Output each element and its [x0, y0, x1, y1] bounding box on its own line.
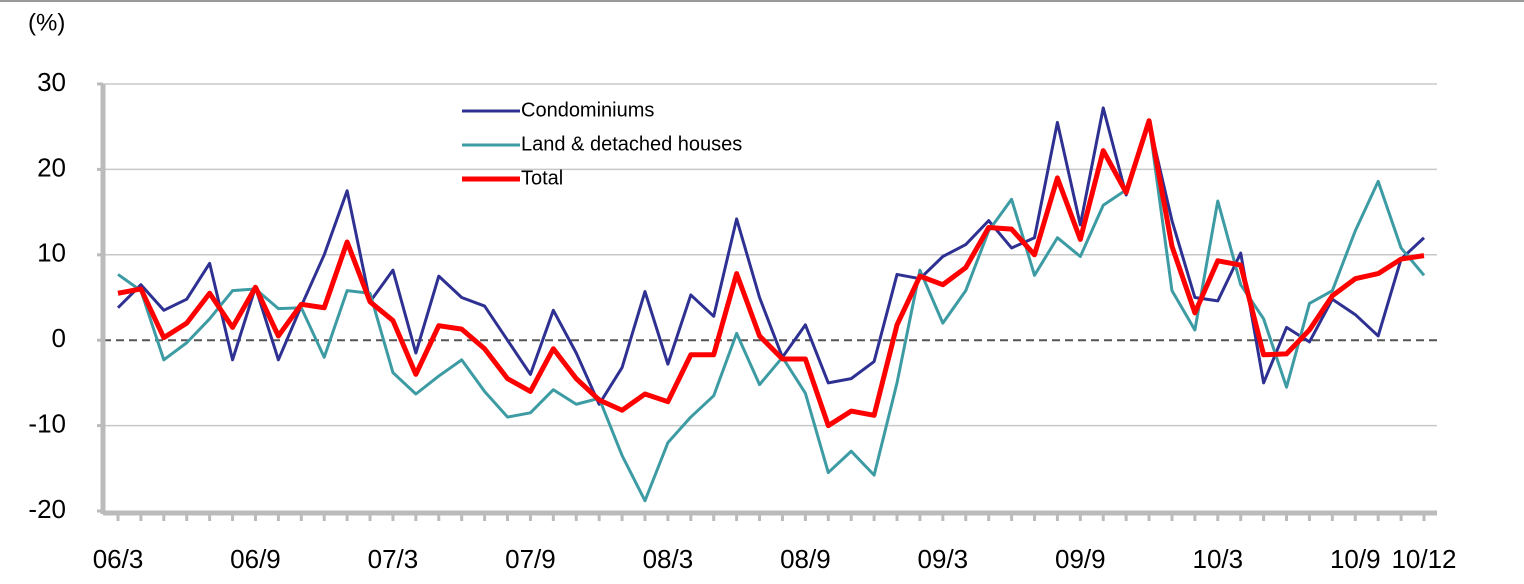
x-tick-label: 06/3	[93, 544, 144, 574]
x-tick-label: 07/3	[368, 544, 419, 574]
legend-label: Land & detached houses	[521, 133, 742, 155]
x-tick-label: 09/3	[918, 544, 969, 574]
x-tick-label: 08/3	[643, 544, 694, 574]
y-tick-label: -20	[28, 494, 66, 524]
x-tick-label: 07/9	[505, 544, 556, 574]
x-tick-label: 10/9	[1330, 544, 1381, 574]
y-axis-label: (%)	[28, 9, 65, 36]
x-tick-label: 09/9	[1055, 544, 1106, 574]
y-tick-label: -10	[28, 408, 66, 438]
x-tick-label: 08/9	[780, 544, 831, 574]
series-line	[117, 120, 1426, 503]
x-tick-label: 06/9	[230, 544, 281, 574]
x-tick-label: 10/3	[1192, 544, 1243, 574]
y-tick-label: 30	[37, 67, 66, 97]
y-tick-label: 10	[37, 238, 66, 268]
legend-label: Total	[521, 167, 563, 189]
series-line	[117, 118, 1425, 429]
y-tick-label: 0	[52, 323, 66, 353]
legend-label: Condominiums	[521, 99, 654, 121]
x-tick-label: 10/12	[1391, 544, 1456, 574]
y-tick-label: 20	[37, 152, 66, 182]
series-line	[116, 106, 1426, 406]
